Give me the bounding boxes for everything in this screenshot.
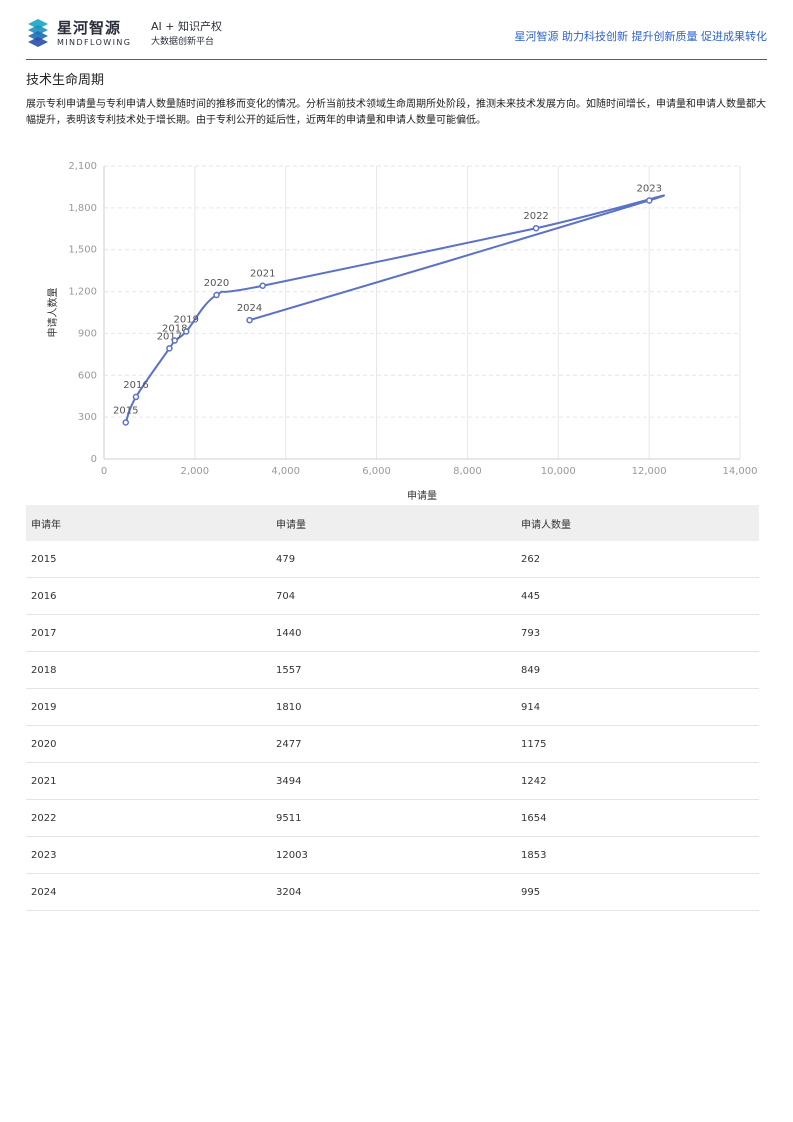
data-label: 2019 bbox=[173, 314, 198, 325]
data-label: 2017 bbox=[157, 331, 182, 342]
cell-year: 2022 bbox=[26, 799, 271, 837]
cell-applications: 704 bbox=[271, 577, 516, 615]
brand-name: 星河智源 bbox=[57, 19, 122, 37]
x-tick-label: 8,000 bbox=[453, 466, 482, 477]
cell-applicants: 793 bbox=[516, 614, 759, 652]
column-header-year: 申请年 bbox=[26, 505, 271, 541]
data-label: 2015 bbox=[113, 405, 138, 416]
cell-applications: 9511 bbox=[271, 799, 516, 837]
data-point bbox=[246, 316, 253, 324]
cell-year: 2017 bbox=[26, 614, 271, 652]
cell-applicants: 995 bbox=[516, 873, 759, 911]
cell-applicants: 849 bbox=[516, 651, 759, 689]
table-row: 2019 1810 914 bbox=[26, 688, 759, 726]
cell-applicants: 1853 bbox=[516, 836, 759, 874]
table-row: 2020 2477 1175 bbox=[26, 725, 759, 763]
cell-year: 2023 bbox=[26, 836, 271, 874]
cell-applicants: 1654 bbox=[516, 799, 759, 837]
y-tick-label: 1,500 bbox=[68, 245, 97, 256]
section-description: 展示专利申请量与专利申请人数量随时间的推移而变化的情况。分析当前技术领域生命周期… bbox=[26, 99, 766, 126]
x-tick-label: 6,000 bbox=[362, 466, 391, 477]
data-point bbox=[646, 197, 653, 204]
cell-applicants: 1175 bbox=[516, 725, 759, 763]
cell-year: 2016 bbox=[26, 577, 271, 615]
y-tick-label: 600 bbox=[78, 370, 97, 381]
cell-year: 2015 bbox=[26, 541, 271, 578]
cell-year: 2024 bbox=[26, 873, 271, 911]
x-tick-label: 0 bbox=[101, 466, 107, 477]
table-row: 2024 3204 995 bbox=[26, 873, 759, 911]
table-header-row: 申请年 申请量 申请人数量 bbox=[26, 505, 759, 541]
cell-applications: 2477 bbox=[271, 725, 516, 763]
cell-applicants: 1242 bbox=[516, 762, 759, 800]
x-tick-label: 14,000 bbox=[723, 466, 758, 477]
x-tick-label: 12,000 bbox=[632, 466, 667, 477]
section-title: 技术生命周期 bbox=[26, 73, 105, 88]
table-row: 2016 704 445 bbox=[26, 577, 759, 615]
y-tick-label: 2,100 bbox=[68, 161, 97, 172]
data-label: 2020 bbox=[204, 278, 229, 289]
y-tick-label: 300 bbox=[78, 412, 97, 423]
data-point bbox=[532, 224, 540, 232]
x-tick-label: 2,000 bbox=[181, 466, 210, 477]
series-line bbox=[124, 194, 665, 423]
table-row: 2015 479 262 bbox=[26, 541, 759, 578]
data-point bbox=[182, 328, 190, 335]
data-point bbox=[166, 345, 173, 352]
y-tick-label: 0 bbox=[91, 454, 97, 465]
mindflowing-logo-icon bbox=[28, 19, 48, 47]
data-label: 2022 bbox=[523, 211, 548, 222]
cell-applications: 3494 bbox=[271, 762, 516, 800]
lifecycle-table: 申请年 申请量 申请人数量 2015 479 262 2016 704 445 2017… bbox=[26, 505, 759, 911]
y-tick-label: 900 bbox=[78, 328, 97, 339]
tagline-secondary: 大数据创新平台 bbox=[151, 37, 215, 47]
table-row: 2022 9511 1654 bbox=[26, 799, 759, 837]
cell-applicants: 262 bbox=[516, 541, 759, 578]
table-row: 2017 1440 793 bbox=[26, 614, 759, 652]
data-point bbox=[122, 419, 130, 426]
y-axis-title: 申请人数量 bbox=[46, 288, 59, 338]
cell-year: 2021 bbox=[26, 762, 271, 800]
header-divider bbox=[26, 59, 767, 60]
cell-year: 2019 bbox=[26, 688, 271, 726]
data-label: 2018 bbox=[162, 324, 187, 335]
x-tick-label: 10,000 bbox=[541, 466, 576, 477]
column-header-applications: 申请量 bbox=[271, 505, 516, 541]
tagline-primary: AI + 知识产权 bbox=[151, 20, 222, 33]
header-slogan: 星河智源 助力科技创新 提升创新质量 促进成果转化 bbox=[514, 30, 768, 43]
cell-year: 2020 bbox=[26, 725, 271, 763]
data-label: 2023 bbox=[637, 183, 662, 194]
cell-applications: 1810 bbox=[271, 688, 516, 726]
data-point bbox=[171, 337, 178, 344]
brand-name-en: MINDFLOWING bbox=[57, 38, 132, 47]
cell-applicants: 914 bbox=[516, 688, 759, 726]
data-label: 2016 bbox=[123, 380, 148, 391]
data-point bbox=[213, 291, 220, 299]
table-row: 2018 1557 849 bbox=[26, 651, 759, 689]
y-tick-label: 1,800 bbox=[68, 203, 97, 214]
x-axis-title: 申请量 bbox=[407, 489, 437, 502]
cell-applications: 1440 bbox=[271, 614, 516, 652]
data-label: 2024 bbox=[237, 303, 262, 314]
cell-applicants: 445 bbox=[516, 577, 759, 615]
column-header-applicants: 申请人数量 bbox=[516, 505, 759, 541]
cell-applications: 12003 bbox=[271, 836, 516, 874]
table-row: 2023 12003 1853 bbox=[26, 836, 759, 874]
x-tick-label: 4,000 bbox=[271, 466, 300, 477]
cell-applications: 3204 bbox=[271, 873, 516, 911]
data-label: 2021 bbox=[250, 269, 275, 280]
lifecycle-chart: 0 300 600 900 1,200 1,500 1,800 2,100 0 2,000 4,00… bbox=[46, 161, 758, 502]
cell-year: 2018 bbox=[26, 651, 271, 689]
cell-applications: 479 bbox=[271, 541, 516, 578]
data-point bbox=[132, 393, 140, 401]
cell-applications: 1557 bbox=[271, 651, 516, 689]
page-header: 星河智源 MINDFLOWING AI + 知识产权 大数据创新平台 星河智源 … bbox=[26, 16, 767, 60]
table-row: 2021 3494 1242 bbox=[26, 762, 759, 800]
data-point bbox=[259, 282, 266, 289]
y-tick-label: 1,200 bbox=[68, 287, 97, 298]
